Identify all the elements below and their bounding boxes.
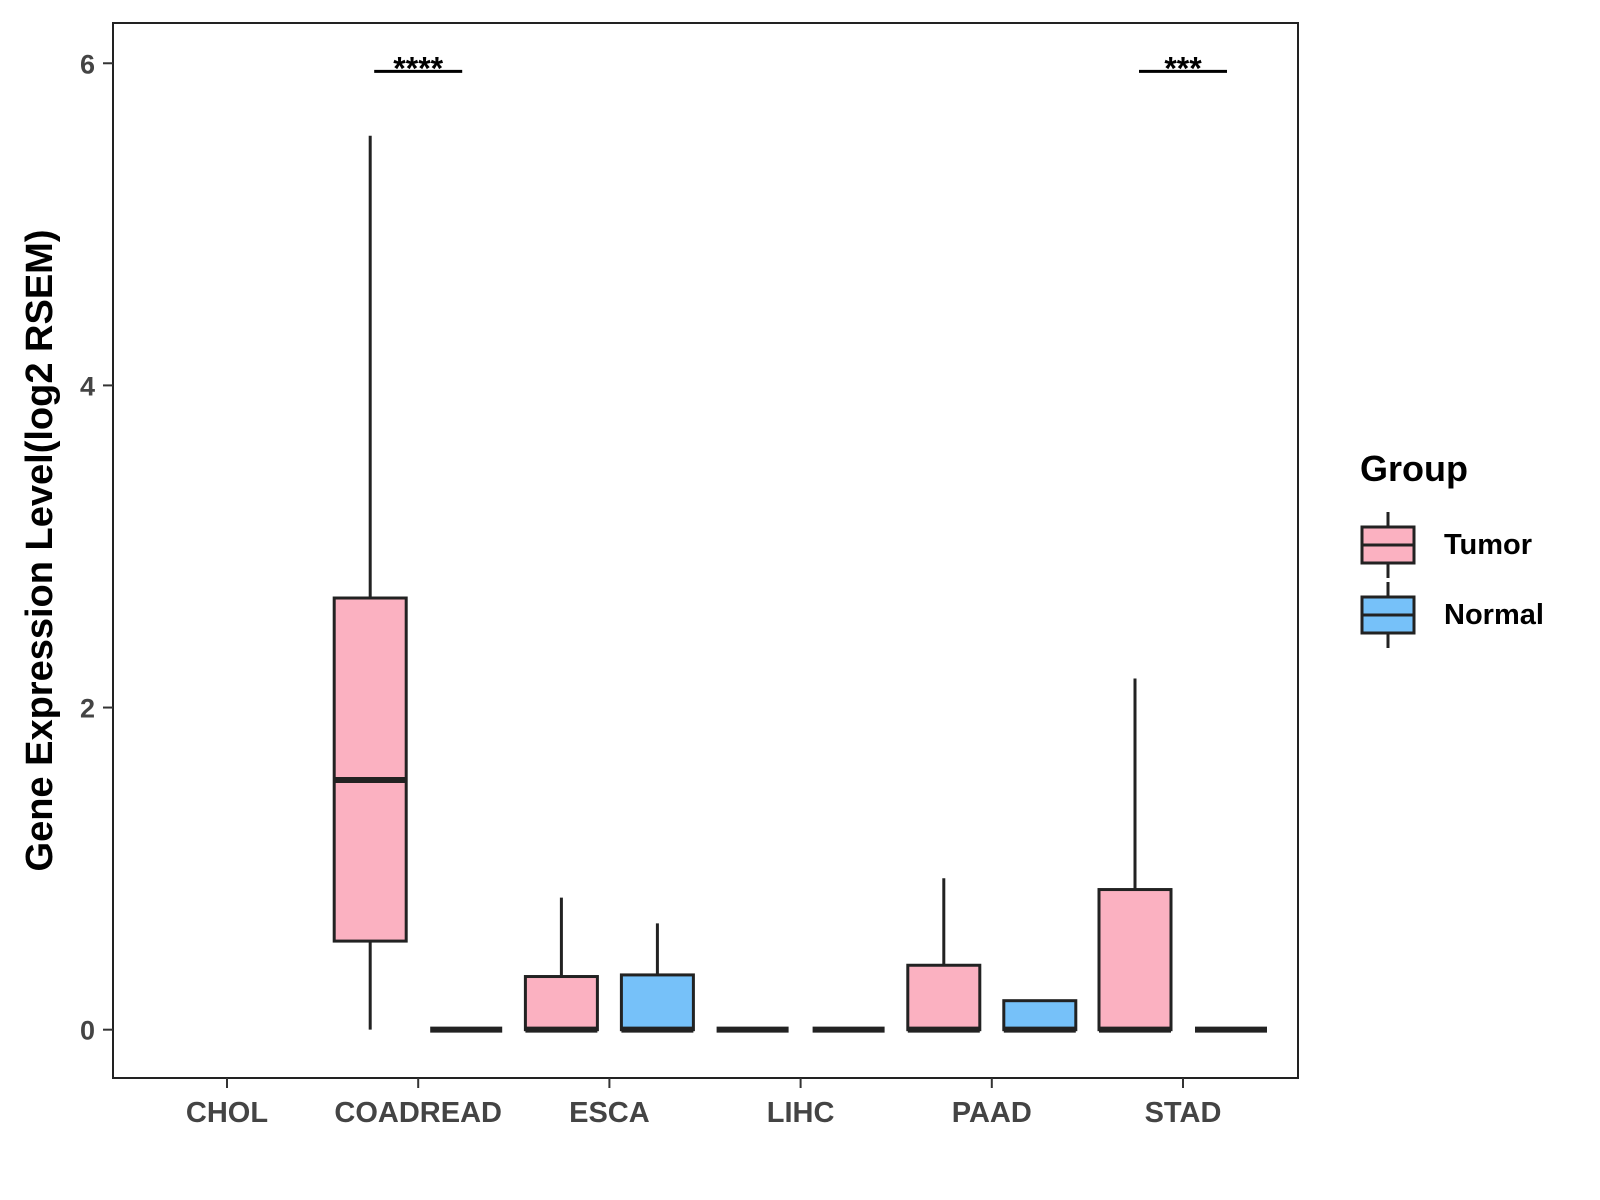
- legend-label-normal: Normal: [1444, 598, 1544, 631]
- x-tick-label: LIHC: [767, 1097, 835, 1129]
- y-axis-title: Gene Expression Level(log2 RSEM): [19, 230, 61, 872]
- x-tick-label: PAAD: [952, 1097, 1032, 1129]
- plot-panel-border: [112, 22, 1299, 1079]
- legend-title: Group: [1360, 448, 1468, 489]
- legend-key-tumor: [1360, 510, 1416, 580]
- x-tick-label: CHOL: [186, 1097, 268, 1129]
- y-tick-label: 6: [80, 49, 95, 79]
- y-tick-label: 4: [80, 371, 95, 401]
- significance-label: ***: [1164, 50, 1202, 86]
- box-normal: [1002, 999, 1078, 1032]
- legend-key-glyph: [1360, 512, 1416, 578]
- x-tick-label: COADREAD: [334, 1097, 502, 1129]
- y-tick-label: 0: [80, 1016, 95, 1046]
- x-tick-label: STAD: [1145, 1097, 1222, 1129]
- box-tumor: [523, 975, 599, 1032]
- legend-item-tumor: Tumor: [1360, 510, 1544, 580]
- legend-label-tumor: Tumor: [1444, 528, 1533, 561]
- legend-item-normal: Normal: [1360, 580, 1544, 650]
- legend-key-normal: [1360, 580, 1416, 650]
- legend: Group Tumor Normal: [1360, 448, 1544, 650]
- box-tumor: [1097, 888, 1173, 1032]
- significance-label: ****: [393, 50, 443, 86]
- legend-key-glyph: [1360, 582, 1416, 648]
- box-tumor: [906, 963, 982, 1032]
- box-normal: [619, 973, 695, 1032]
- box-tumor: [332, 596, 408, 943]
- x-tick-label: ESCA: [569, 1097, 650, 1129]
- y-tick-label: 2: [80, 694, 95, 724]
